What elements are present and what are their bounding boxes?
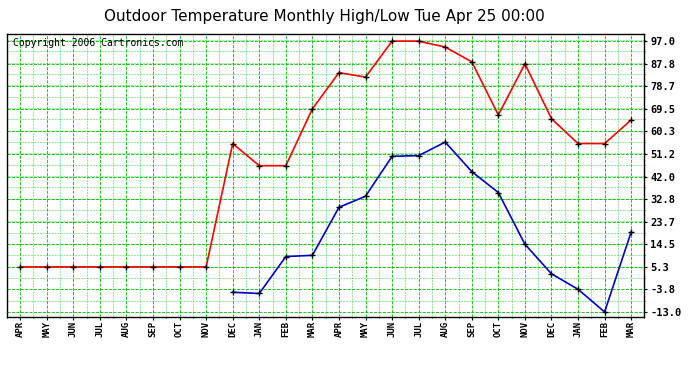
Text: Outdoor Temperature Monthly High/Low Tue Apr 25 00:00: Outdoor Temperature Monthly High/Low Tue…: [104, 9, 544, 24]
Text: Copyright 2006 Cartronics.com: Copyright 2006 Cartronics.com: [13, 38, 184, 48]
